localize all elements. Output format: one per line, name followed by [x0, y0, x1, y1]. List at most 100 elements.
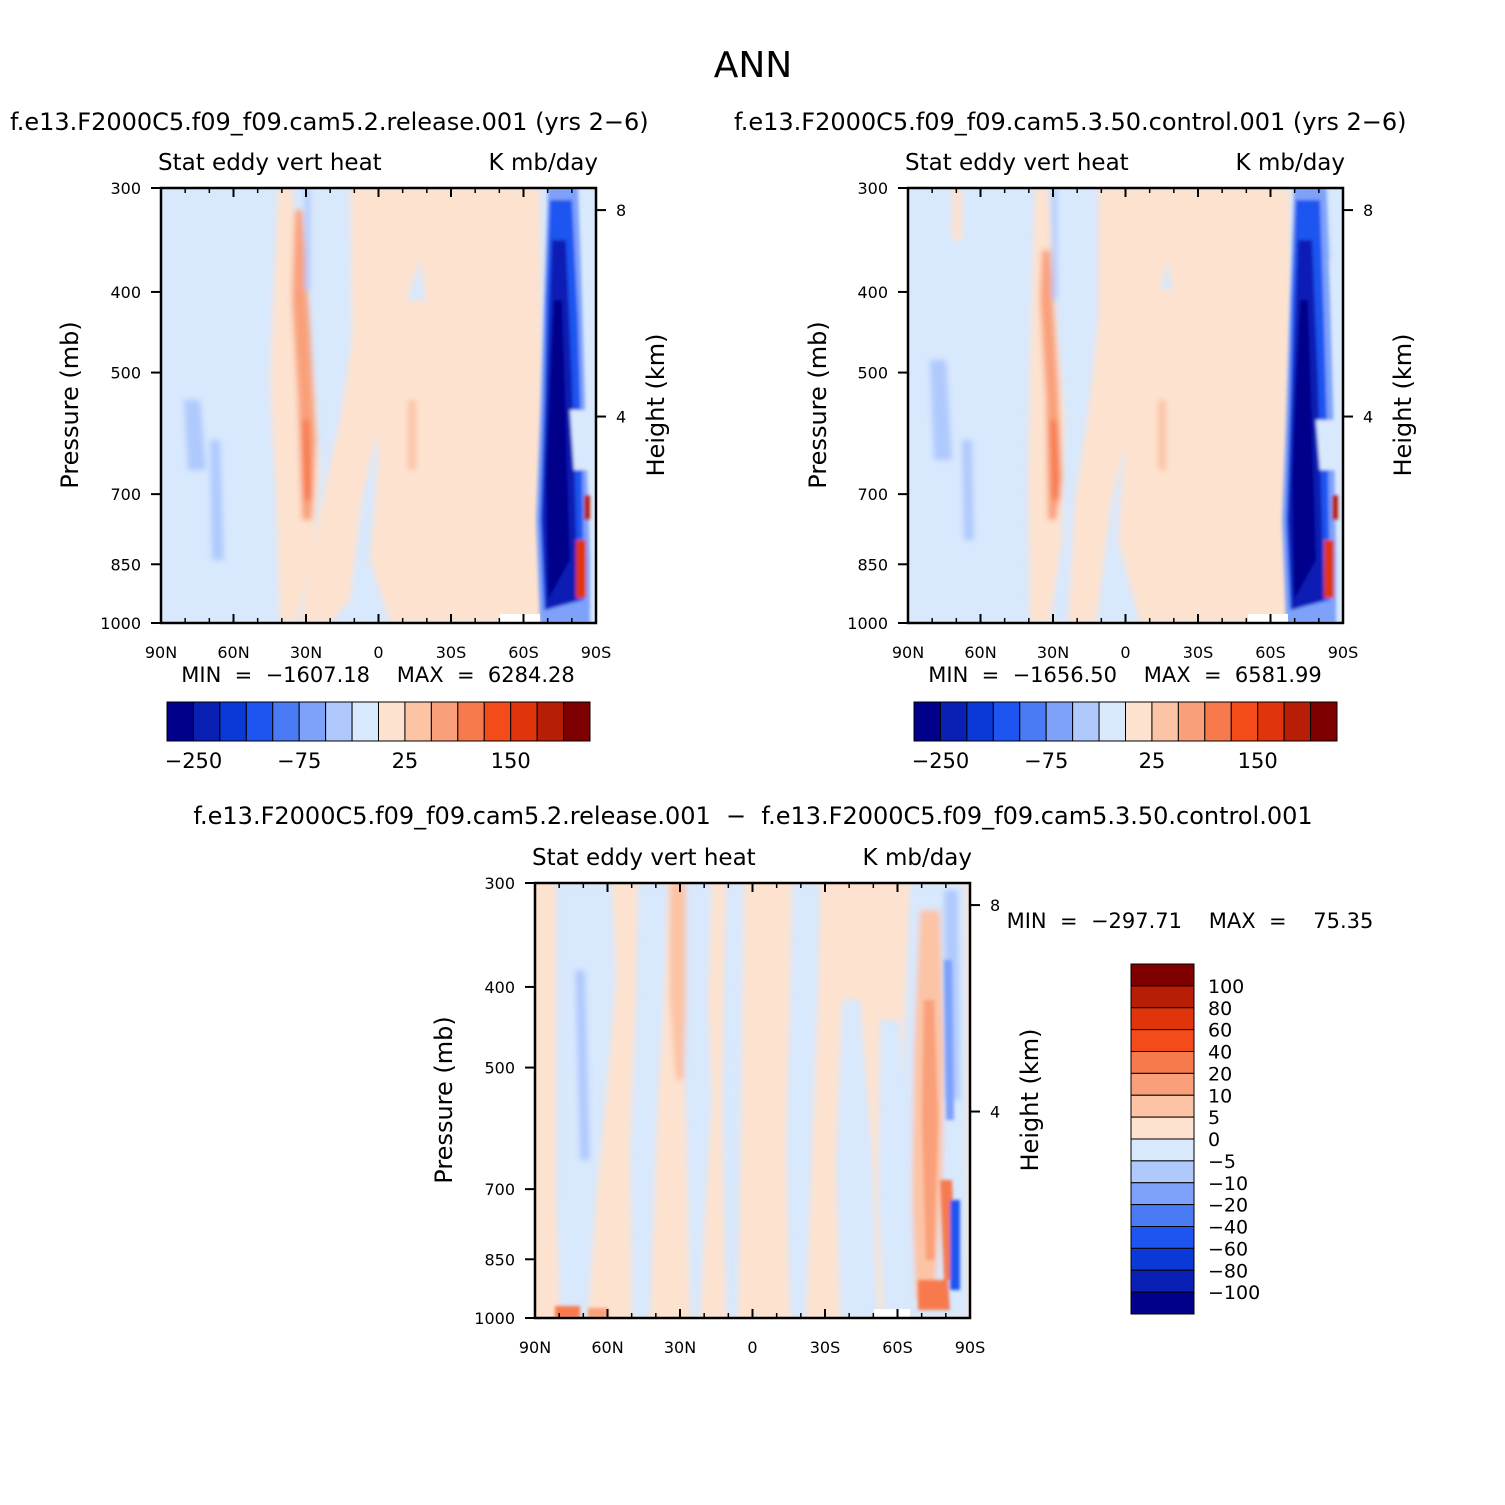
colorbar-swatch [1283, 701, 1312, 742]
panel-1-ylabel-right: Height (km) [642, 334, 670, 477]
y-tick-label: 1000 [100, 614, 141, 633]
x-tick-label: 90S [955, 1338, 986, 1357]
colorbar-label: 40 [1208, 1042, 1232, 1064]
colorbar-swatch [1130, 1204, 1195, 1227]
x-tick-label: 30N [290, 643, 322, 662]
colorbar-swatch [1130, 985, 1195, 1009]
colorbar-label: −75 [1024, 749, 1068, 773]
colorbar-swatch [378, 701, 406, 742]
x-tick-label: 90N [519, 1338, 551, 1357]
x-tick-label: 90S [1328, 643, 1359, 662]
panel-3-axes: 90N 60N 30N 0 30S 60S 90S 300 400 500 700 850 1000 8 4 [474, 874, 1000, 1357]
colorbar-swatch [966, 701, 994, 742]
panel-3-left-title: Stat eddy vert heat [532, 845, 756, 871]
colorbar-swatch [1130, 1291, 1195, 1315]
colorbar-swatch [1130, 1029, 1195, 1052]
colorbar-swatch [1130, 1094, 1195, 1118]
colorbar-swatch [1125, 701, 1153, 742]
colorbar-label: 10 [1208, 1085, 1232, 1107]
colorbar-swatch [1204, 701, 1232, 742]
colorbar-label: −75 [277, 749, 321, 773]
panel-1-min-max: MIN = −1607.18 MAX = 6284.28 [181, 663, 574, 687]
panel-1-units: K mb/day [489, 150, 598, 176]
colorbar-swatch [563, 701, 591, 742]
y-right-tick-label: 8 [990, 896, 1000, 915]
x-tick-label: 60N [217, 643, 249, 662]
panel-1-ylabel: Pressure (mb) [56, 321, 84, 488]
colorbar-swatch [1130, 1116, 1195, 1140]
colorbar-swatch [1257, 701, 1285, 742]
colorbar-label: 25 [392, 749, 419, 773]
panel-2: f.e13.F2000C5.f09_f09.cam5.3.50.control.… [734, 108, 1417, 773]
y-right-tick-label: 4 [616, 408, 626, 427]
colorbar-swatch [192, 701, 221, 742]
panel-3: f.e13.F2000C5.f09_f09.cam5.2.release.001… [193, 802, 1373, 1357]
panel-2-left-title: Stat eddy vert heat [905, 150, 1129, 176]
colorbar-label: −60 [1208, 1238, 1248, 1260]
y-tick-label: 400 [110, 283, 141, 302]
colorbar-swatch [1130, 1226, 1195, 1249]
colorbar-swatch [245, 701, 274, 742]
x-tick-label: 90S [581, 643, 612, 662]
panel-2-axes: 90N 60N 30N 0 30S 60S 90S 300 400 500 700 850 1000 8 4 [847, 179, 1373, 662]
colorbar-swatch [1130, 1051, 1195, 1074]
y-tick-label: 300 [857, 179, 888, 198]
y-tick-label: 500 [857, 364, 888, 383]
x-tick-label: 60N [964, 643, 996, 662]
colorbar-label: −20 [1208, 1195, 1248, 1217]
colorbar-label: −80 [1208, 1260, 1248, 1282]
panel-2-min-max: MIN = −1656.50 MAX = 6581.99 [928, 663, 1321, 687]
panel-1-field [161, 188, 596, 623]
panel-3-ylabel-right: Height (km) [1016, 1029, 1044, 1172]
colorbar-swatch [1130, 1072, 1195, 1096]
panel-2-ylabel: Pressure (mb) [804, 321, 832, 488]
y-right-tick-label: 4 [990, 1103, 1000, 1122]
season-title: ANN [714, 45, 793, 86]
colorbar-swatch [219, 701, 247, 742]
colorbar-swatch [1177, 701, 1206, 742]
x-tick-label: 30S [1183, 643, 1214, 662]
x-tick-label: 30N [1037, 643, 1069, 662]
panel-2-case-title: f.e13.F2000C5.f09_f09.cam5.3.50.control.… [734, 108, 1407, 136]
x-tick-label: 60S [882, 1338, 913, 1357]
x-tick-label: 60S [508, 643, 539, 662]
y-tick-label: 500 [484, 1059, 515, 1078]
x-tick-label: 0 [373, 643, 383, 662]
colorbar-label: 20 [1208, 1063, 1232, 1085]
y-tick-label: 850 [857, 555, 888, 574]
y-tick-label: 850 [110, 555, 141, 574]
y-tick-label: 1000 [847, 614, 888, 633]
colorbar-swatch [536, 701, 565, 742]
y-right-tick-label: 8 [616, 201, 626, 220]
colorbar-label: 100 [1208, 976, 1244, 998]
colorbar-label: −5 [1208, 1151, 1236, 1173]
y-tick-label: 850 [484, 1250, 515, 1269]
panel-3-min-max: MIN = −297.71 MAX = 75.35 [1007, 909, 1374, 933]
colorbar-swatch [1130, 963, 1195, 987]
colorbar-swatch [1130, 1160, 1195, 1184]
panel-2-field [908, 188, 1343, 623]
colorbar-swatch [1130, 1007, 1195, 1031]
y-right-tick-label: 8 [1363, 201, 1373, 220]
panel-3-units: K mb/day [863, 845, 972, 871]
x-tick-label: 90N [892, 643, 924, 662]
panel-3-ylabel: Pressure (mb) [430, 1016, 458, 1183]
colorbar-label: 5 [1208, 1107, 1220, 1129]
colorbar-label: 25 [1139, 749, 1166, 773]
colorbar-label: −250 [165, 749, 223, 773]
panel-1-left-title: Stat eddy vert heat [158, 150, 382, 176]
panel-1: f.e13.F2000C5.f09_f09.cam5.2.release.001… [10, 108, 670, 773]
colorbar-swatch [913, 701, 941, 742]
colorbar-label: 80 [1208, 998, 1232, 1020]
panel-3-field [535, 883, 970, 1318]
colorbar-swatch [1130, 1247, 1195, 1271]
y-tick-label: 700 [484, 1180, 515, 1199]
colorbar-swatch [1310, 701, 1338, 742]
x-tick-label: 0 [747, 1338, 757, 1357]
panel-1-axes: 90N 60N 30N 0 30S 60S 90S 300 400 500 700 850 1000 8 4 [100, 179, 626, 662]
x-tick-label: 60S [1255, 643, 1286, 662]
colorbar-swatch [166, 701, 194, 742]
y-tick-label: 500 [110, 364, 141, 383]
